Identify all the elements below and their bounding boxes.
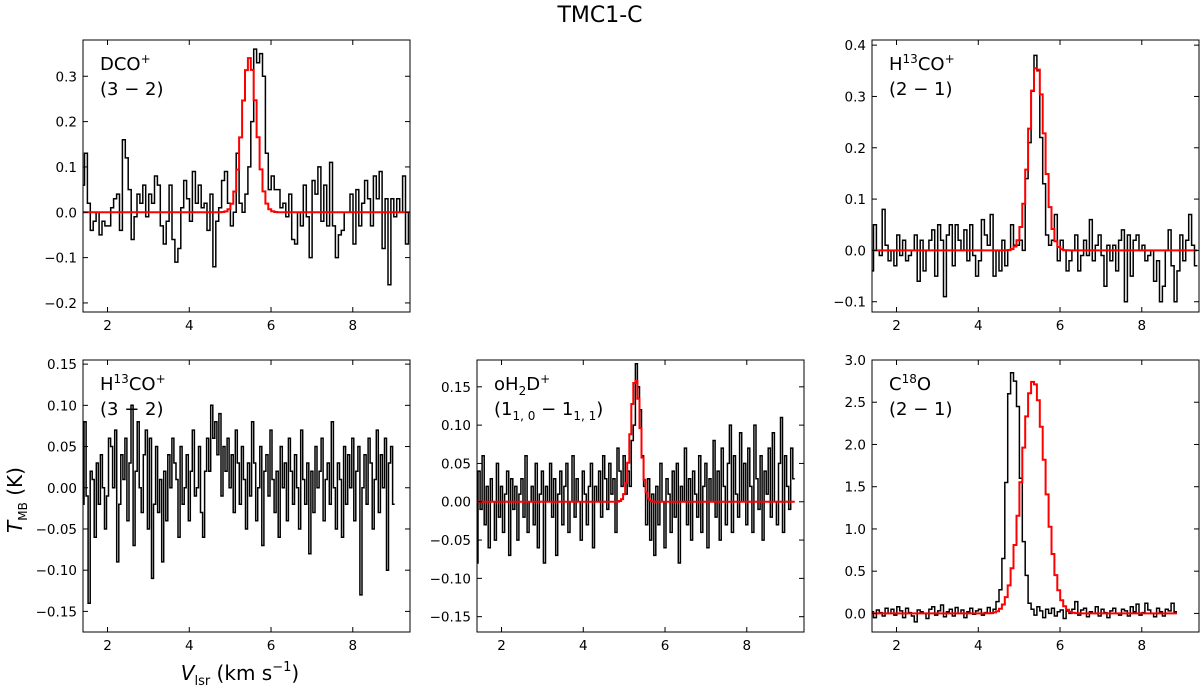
y-tick-label-dco: −0.2	[44, 296, 77, 312]
y-tick-label-oh2d: 0.15	[441, 380, 471, 396]
figure-title: TMC1-C	[556, 3, 642, 28]
y-tick-label-oh2d: 0.05	[441, 456, 471, 472]
y-tick-label-h13co-21: 0.3	[845, 89, 866, 105]
y-tick-label-oh2d: 0.00	[441, 495, 471, 511]
x-tick-label-dco: 8	[348, 318, 357, 334]
y-axis-label-main: T	[3, 519, 27, 533]
y-axis-label: TMB (K)	[3, 467, 30, 533]
y-tick-label-dco: 0.3	[56, 69, 77, 85]
x-tick-label-dco: 2	[103, 318, 112, 334]
y-tick-label-h13co-32: −0.15	[36, 604, 77, 620]
x-tick-label-h13co-32: 8	[348, 638, 357, 654]
y-axis-label-units: (K)	[3, 467, 27, 502]
x-tick-label-h13co-21: 4	[974, 318, 983, 334]
y-tick-label-dco: −0.1	[44, 251, 77, 267]
y-tick-label-h13co-21: 0.4	[845, 38, 866, 54]
fit-oh2d	[477, 379, 795, 503]
x-axis-label-sub: lsr	[194, 674, 210, 688]
x-tick-label-h13co-21: 8	[1137, 318, 1146, 334]
panel-oh2d: 2 4 6 8 −0.15 −0.10 −0.05 0.00 0.05 0.10 0.15 oH2D+…	[430, 359, 805, 654]
spectrum-dco	[83, 48, 410, 286]
frame-h13co-21	[871, 39, 1200, 313]
y-axis-label-sub: MB	[16, 502, 30, 521]
y-tick-label-h13co-32: 0.00	[47, 481, 77, 497]
x-tick-label-dco: 4	[185, 318, 194, 334]
frame-oh2d	[476, 359, 805, 633]
y-tick-label-h13co-21: 0.0	[845, 243, 866, 259]
x-tick-label-c18o: 2	[892, 638, 901, 654]
x-tick-label-c18o: 4	[974, 638, 983, 654]
y-tick-label-dco: 0.0	[56, 205, 77, 221]
transition-label-h13co-32: (3 − 2)	[100, 399, 163, 420]
y-tick-label-dco: 0.2	[56, 115, 77, 131]
y-tick-label-h13co-32: 0.10	[47, 398, 77, 414]
species-label-h13co-21: H13CO+	[889, 52, 955, 75]
x-tick-label-oh2d: 2	[497, 638, 506, 654]
spectrum-c18o	[872, 371, 1177, 623]
y-tick-label-h13co-21: −0.1	[833, 295, 866, 311]
x-axis-label-close: )	[291, 661, 299, 685]
x-axis-label-main: V	[181, 661, 196, 685]
x-tick-label-h13co-32: 6	[267, 638, 276, 654]
y-tick-label-h13co-32: −0.10	[36, 563, 77, 579]
x-tick-label-c18o: 6	[1056, 638, 1065, 654]
x-tick-label-c18o: 8	[1137, 638, 1146, 654]
y-tick-label-oh2d: 0.10	[441, 418, 471, 434]
y-tick-label-oh2d: −0.15	[430, 610, 471, 626]
y-tick-label-h13co-21: 0.1	[845, 192, 866, 208]
y-tick-label-dco: 0.1	[56, 160, 77, 176]
fit-h13co-21	[872, 67, 1198, 252]
y-tick-label-c18o: 1.0	[845, 522, 866, 538]
x-axis-label: Vlsr (km s−1)	[181, 660, 299, 688]
panel-c18o: 2 4 6 8 0.0 0.5 1.0 1.5 2.0 2.5 3.0 C18O (2 − 1)	[845, 353, 1200, 654]
x-tick-label-oh2d: 8	[742, 638, 751, 654]
x-tick-label-h13co-21: 2	[892, 318, 901, 334]
y-tick-label-h13co-32: −0.05	[36, 522, 77, 538]
fit-c18o	[872, 380, 1177, 615]
spectrum-h13co-21	[872, 54, 1198, 303]
y-tick-label-c18o: 3.0	[845, 353, 866, 369]
transition-label-h13co-21: (2 − 1)	[889, 79, 952, 100]
y-tick-label-oh2d: −0.10	[430, 571, 471, 587]
y-tick-label-c18o: 0.5	[845, 564, 866, 580]
x-tick-label-h13co-32: 2	[103, 638, 112, 654]
y-tick-label-h13co-32: 0.05	[47, 440, 77, 456]
x-axis-label-exp: −1	[272, 660, 291, 675]
y-tick-label-h13co-21: 0.2	[845, 141, 866, 157]
y-tick-label-c18o: 2.0	[845, 437, 866, 453]
y-tick-label-c18o: 2.5	[845, 395, 866, 411]
panel-dco: 2 4 6 8 −0.2 −0.1 0.0 0.1 0.2 0.3 DCO+ (3 − 2)	[44, 39, 411, 334]
species-label-c18o: C18O	[889, 372, 931, 395]
x-tick-label-oh2d: 6	[661, 638, 670, 654]
species-label-oh2d: oH2D+	[494, 372, 550, 398]
species-label-h13co-32: H13CO+	[100, 372, 166, 395]
y-tick-label-c18o: 1.5	[845, 480, 866, 496]
spectrum-oh2d	[477, 363, 795, 564]
frame-h13co-32	[82, 359, 411, 633]
y-tick-label-h13co-32: 0.15	[47, 357, 77, 373]
x-axis-label-units: (km s	[210, 661, 272, 685]
panel-h13co-21: 2 4 6 8 −0.1 0.0 0.1 0.2 0.3 0.4 H13CO+ (2 − 1)	[833, 38, 1200, 334]
spectrum-h13co-32	[83, 404, 395, 604]
transition-label-oh2d: (11, 0 − 11, 1)	[494, 399, 603, 423]
y-tick-label-oh2d: −0.05	[430, 533, 471, 549]
x-tick-label-oh2d: 4	[579, 638, 588, 654]
x-tick-label-h13co-21: 6	[1056, 318, 1065, 334]
x-tick-label-h13co-32: 4	[185, 638, 194, 654]
frame-c18o	[871, 359, 1200, 633]
panel-h13co-32: 2 4 6 8 −0.15 −0.10 −0.05 0.00 0.05 0.10 0.15 H13CO…	[36, 357, 411, 654]
transition-label-c18o: (2 − 1)	[889, 399, 952, 420]
fit-dco	[83, 57, 410, 214]
x-tick-label-dco: 6	[267, 318, 276, 334]
species-label-dco: DCO+	[100, 52, 151, 75]
y-tick-label-c18o: 0.0	[845, 606, 866, 622]
frame-dco	[82, 39, 411, 313]
transition-label-dco: (3 − 2)	[100, 79, 163, 100]
